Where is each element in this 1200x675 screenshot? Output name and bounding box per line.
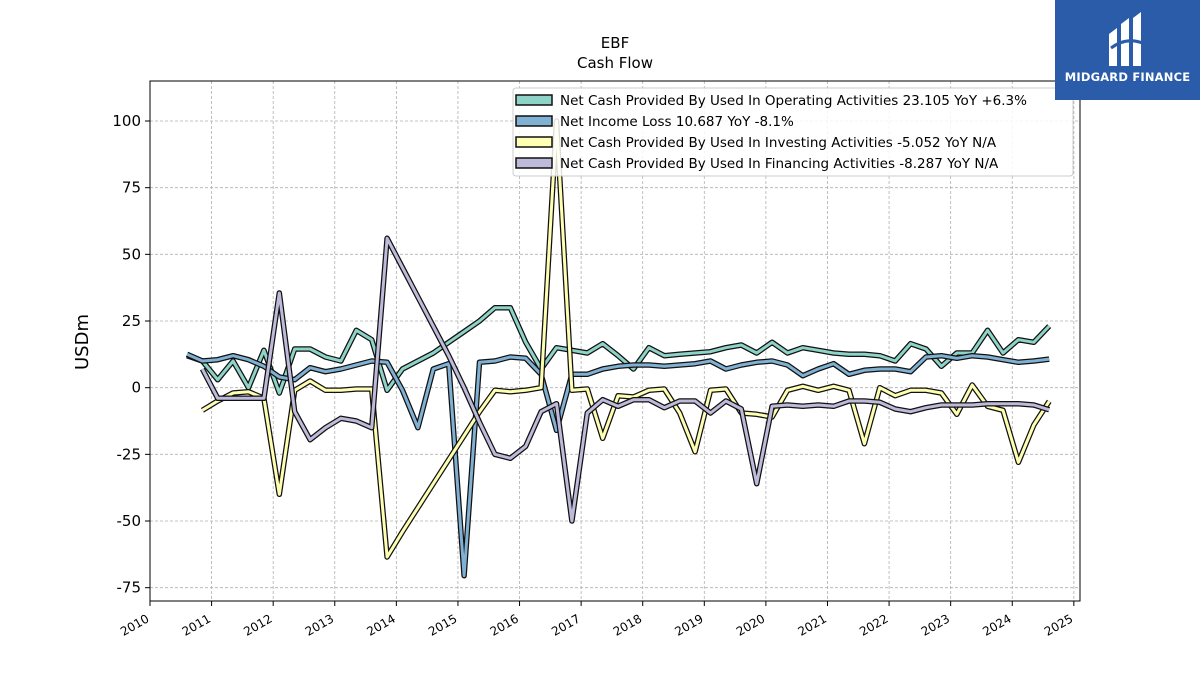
x-tick-label: 2015	[426, 611, 459, 638]
plot-frame	[149, 80, 1081, 602]
y-tick-label: -25	[117, 445, 142, 463]
x-tick-label: 2014	[364, 611, 397, 638]
x-tick-label: 2021	[796, 611, 829, 638]
y-tick-label: 75	[122, 179, 141, 197]
series-2-outline	[200, 118, 1052, 560]
x-tick-label: 2010	[118, 611, 151, 638]
x-tick-label: 2013	[303, 611, 336, 638]
x-tick-label: 2023	[919, 611, 952, 638]
series-group	[185, 118, 1052, 579]
y-tick-label: 100	[112, 112, 141, 130]
y-axis: 100 75 50 25 0 -25 -50 -75	[112, 112, 150, 597]
y-tick-label: -50	[117, 512, 142, 530]
series-0-outline	[186, 304, 1052, 396]
legend-swatch	[515, 136, 553, 148]
series-3-outline	[199, 235, 1051, 524]
logo-text: MIDGARD FINANCE	[1064, 70, 1191, 84]
y-tick-label: 25	[122, 312, 141, 330]
y-tick-label: -75	[117, 579, 142, 597]
series-2-line	[201, 119, 1051, 559]
legend-swatch	[515, 157, 553, 169]
series-1-line	[186, 352, 1050, 578]
x-tick-label: 2011	[180, 611, 213, 638]
x-tick-label: 2020	[734, 611, 767, 638]
legend-swatch	[515, 115, 553, 127]
x-tick-label: 2017	[549, 611, 582, 638]
x-tick-label: 2016	[488, 611, 521, 638]
x-tick-label: 2012	[241, 611, 274, 638]
x-tick-label: 2018	[611, 611, 644, 638]
legend-label: Net Cash Provided By Used In Financing A…	[560, 156, 999, 172]
chart-subtitle: Cash Flow	[577, 54, 653, 72]
x-tick-label: 2022	[857, 611, 890, 638]
legend-label: Net Cash Provided By Used In Operating A…	[560, 93, 1027, 109]
legend: Net Cash Provided By Used In Operating A…	[512, 87, 1074, 177]
series-3-line	[201, 236, 1050, 523]
x-axis: 2010 2011 2012 2013 2014 2015 2016 2017 2018 2019…	[118, 601, 1075, 639]
chart-title: EBF	[601, 34, 629, 52]
x-tick-label: 2019	[672, 611, 705, 638]
logo: MIDGARD FINANCE	[1055, 0, 1200, 100]
legend-label: Net Income Loss 10.687 YoY -8.1%	[560, 114, 794, 130]
legend-box	[512, 87, 1074, 177]
y-axis-label: USDm	[72, 314, 93, 370]
y-tick-label: 0	[131, 379, 141, 397]
x-tick-label: 2024	[980, 611, 1013, 638]
series-0-line	[186, 306, 1051, 395]
y-tick-label: 50	[122, 245, 141, 263]
legend-label: Net Cash Provided By Used In Investing A…	[560, 135, 997, 151]
x-tick-label: 2025	[1042, 611, 1075, 638]
legend-swatch	[515, 94, 553, 106]
logo-mark-icon	[1109, 12, 1146, 66]
